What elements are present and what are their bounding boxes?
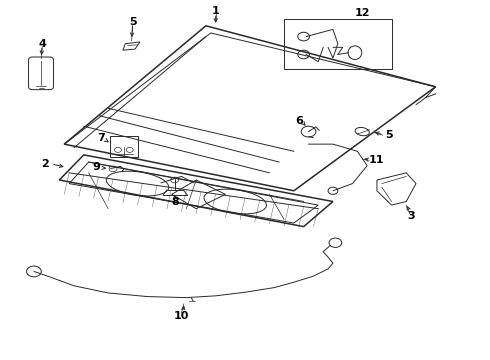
Text: 7: 7: [97, 133, 105, 143]
Text: 3: 3: [407, 211, 415, 221]
Text: 6: 6: [295, 116, 303, 126]
Text: 10: 10: [174, 311, 189, 321]
Text: 5: 5: [385, 130, 393, 140]
Text: 1: 1: [212, 6, 220, 17]
Text: 9: 9: [92, 162, 100, 172]
Text: 2: 2: [41, 159, 49, 169]
Text: 8: 8: [172, 197, 179, 207]
Text: 11: 11: [368, 155, 384, 165]
Text: 5: 5: [129, 17, 136, 27]
Text: 12: 12: [355, 8, 370, 18]
Text: 4: 4: [38, 39, 46, 49]
Bar: [284, 19, 392, 69]
